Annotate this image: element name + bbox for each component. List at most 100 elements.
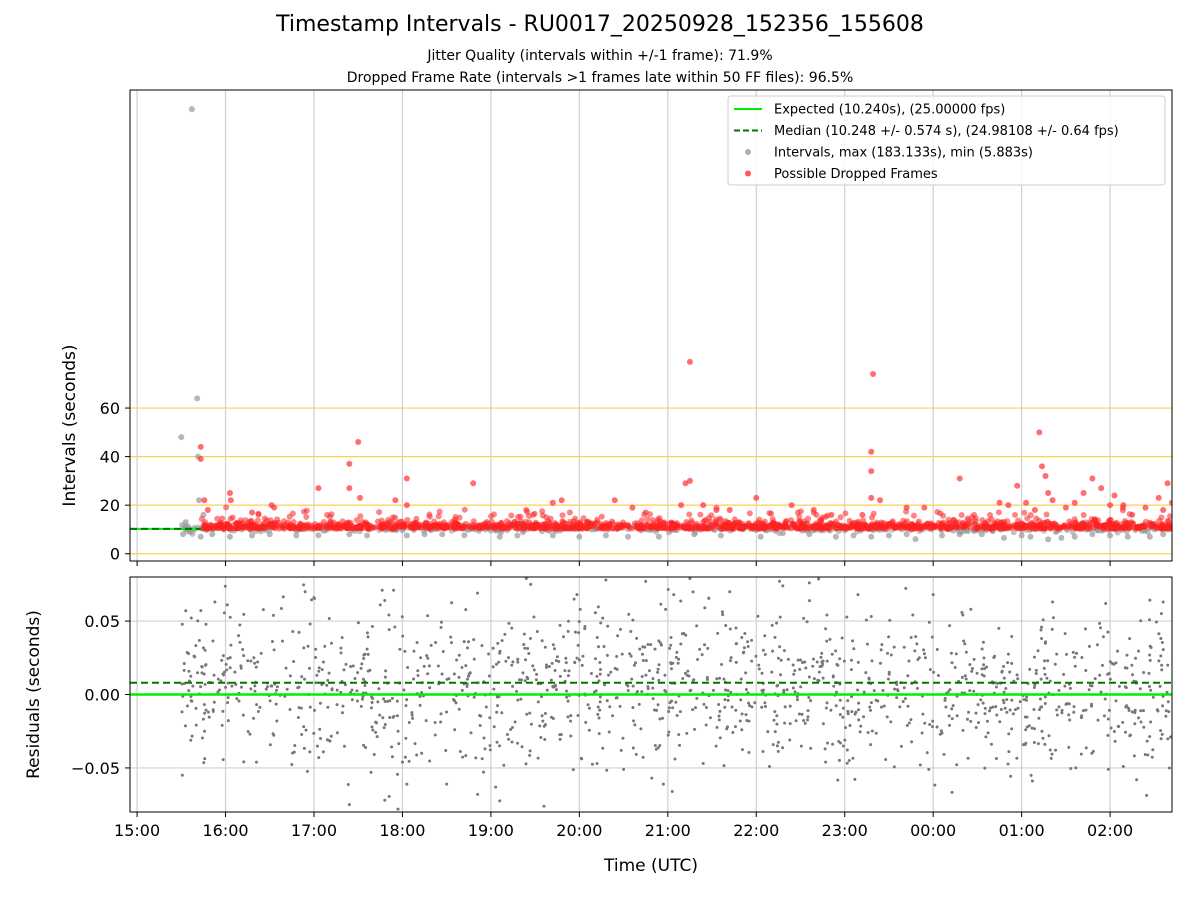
residual-point xyxy=(761,750,765,754)
residual-point xyxy=(528,636,532,640)
interval-point xyxy=(226,533,233,540)
residual-point xyxy=(1043,742,1047,746)
dropped-frame-point xyxy=(375,524,382,531)
residuals-xtick-label: 22:00 xyxy=(733,821,779,840)
residuals-xtick-label: 20:00 xyxy=(556,821,602,840)
residual-point xyxy=(783,705,787,709)
dropped-frame-point xyxy=(992,519,999,526)
residual-point xyxy=(339,690,343,694)
residual-point xyxy=(635,636,639,640)
dropped-frame-point xyxy=(686,477,693,484)
residual-point xyxy=(928,668,932,672)
dropped-frame-point xyxy=(1107,502,1114,509)
residual-point xyxy=(778,615,782,619)
residual-point xyxy=(857,701,861,705)
residual-point xyxy=(534,678,538,682)
residual-point xyxy=(782,649,786,653)
residual-point xyxy=(740,748,744,752)
residuals-xtick-label: 21:00 xyxy=(645,821,691,840)
dropped-frame-point xyxy=(362,519,369,526)
residual-point xyxy=(702,702,706,706)
residual-point xyxy=(302,746,306,750)
interval-point xyxy=(1045,536,1052,543)
residual-point xyxy=(1054,748,1058,752)
residual-point xyxy=(383,798,387,802)
residual-point xyxy=(281,595,285,599)
residual-point xyxy=(228,615,232,619)
residual-point xyxy=(742,650,746,654)
residual-point xyxy=(580,757,584,761)
residual-point xyxy=(909,718,913,722)
residual-point xyxy=(887,635,891,639)
residual-point xyxy=(961,728,965,732)
residual-point xyxy=(465,685,469,689)
dropped-frame-point xyxy=(303,514,310,521)
residual-point xyxy=(524,762,528,766)
dropped-frame-point xyxy=(688,517,695,524)
dropped-frame-point xyxy=(1158,523,1165,530)
residual-point xyxy=(995,713,999,717)
residual-point xyxy=(365,647,369,651)
residual-point xyxy=(715,677,719,681)
residual-point xyxy=(776,740,780,744)
residual-point xyxy=(750,705,754,709)
residual-point xyxy=(835,662,839,666)
dropped-frame-point xyxy=(287,521,294,528)
residual-point xyxy=(980,667,984,671)
residual-point xyxy=(931,719,935,723)
dropped-frame-point xyxy=(254,517,261,524)
dropped-frame-point xyxy=(392,525,399,532)
residual-point xyxy=(824,627,828,631)
residual-point xyxy=(800,712,804,716)
dropped-frame-point xyxy=(1019,522,1026,529)
interval-point xyxy=(903,531,910,538)
residual-point xyxy=(773,710,777,714)
residual-point xyxy=(701,762,705,766)
residual-point xyxy=(577,631,581,635)
interval-point xyxy=(1071,533,1078,540)
residual-point xyxy=(1018,700,1022,704)
residual-point xyxy=(189,674,193,678)
residual-point xyxy=(383,700,387,704)
residual-point xyxy=(778,579,782,583)
dropped-frame-point xyxy=(579,525,586,532)
residual-point xyxy=(495,710,499,714)
residual-point xyxy=(366,635,370,639)
intervals-ytick-label: 40 xyxy=(100,448,120,467)
residual-point xyxy=(604,578,608,582)
dropped-frame-point xyxy=(929,521,936,528)
dropped-frame-point xyxy=(629,504,636,511)
residual-point xyxy=(1098,673,1102,677)
dropped-frame-point xyxy=(435,513,442,520)
dropped-frame-point xyxy=(662,520,669,527)
residual-point xyxy=(441,650,445,654)
residual-point xyxy=(881,688,885,692)
residual-point xyxy=(545,688,549,692)
residual-point xyxy=(216,677,220,681)
dropped-frame-point xyxy=(1061,522,1068,529)
residual-point xyxy=(436,664,440,668)
residual-point xyxy=(553,647,557,651)
residual-point xyxy=(497,695,501,699)
residual-point xyxy=(673,757,677,761)
dropped-frame-point xyxy=(686,511,693,518)
residual-point xyxy=(907,721,911,725)
residual-point xyxy=(522,632,526,636)
residual-point xyxy=(226,696,230,700)
residual-point xyxy=(1065,701,1069,705)
residual-point xyxy=(356,671,360,675)
residuals-xtick-label: 19:00 xyxy=(468,821,514,840)
residual-point xyxy=(1161,648,1165,652)
residual-point xyxy=(540,639,544,643)
residual-point xyxy=(856,660,860,664)
residual-point xyxy=(605,768,609,772)
residual-point xyxy=(202,703,206,707)
dropped-frame-point xyxy=(921,504,928,511)
residual-point xyxy=(1010,634,1014,638)
residual-point xyxy=(566,629,570,633)
residual-point xyxy=(845,615,849,619)
residual-point xyxy=(980,647,984,651)
residual-point xyxy=(793,690,797,694)
residual-point xyxy=(492,687,496,691)
residual-point xyxy=(482,736,486,740)
